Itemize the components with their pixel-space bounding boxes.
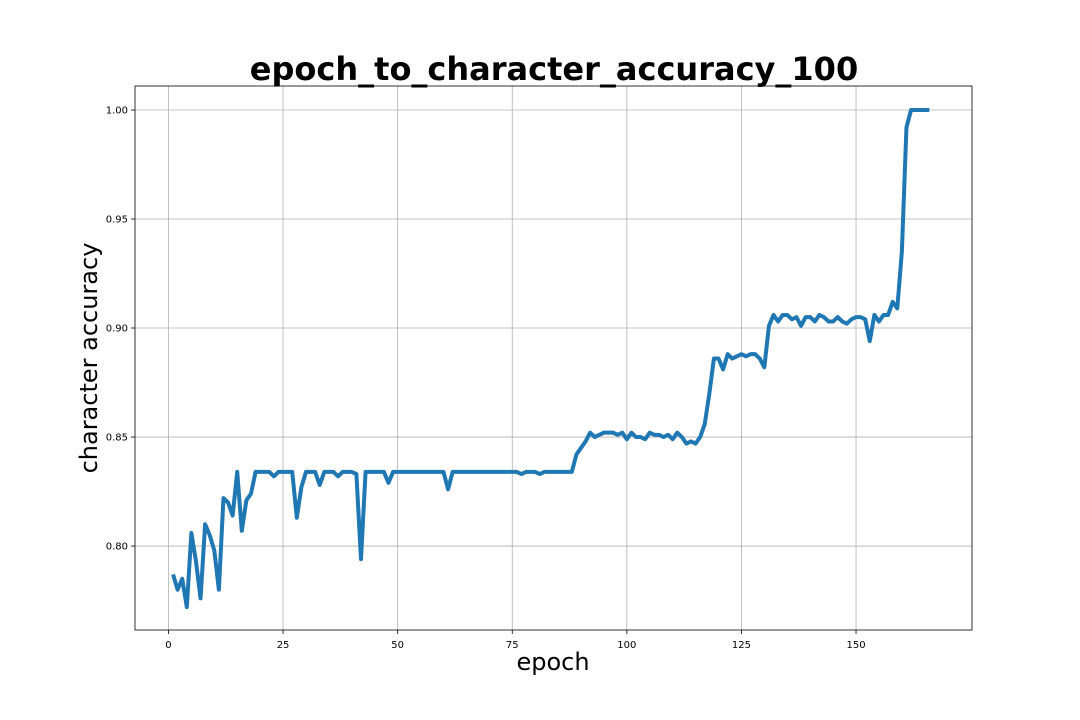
grid [135, 86, 972, 630]
axis-ticks: 0 25 50 75 100 125 150 0.80 0.85 0.90 0.95 1.00 [106, 105, 866, 651]
y-tick-label: 0.90 [106, 324, 128, 335]
x-tick-label: 150 [846, 640, 865, 651]
y-tick-label: 0.80 [106, 542, 128, 553]
y-tick-label: 0.95 [106, 215, 128, 226]
x-tick-label: 0 [165, 640, 171, 651]
y-axis-label: character accuracy [75, 243, 103, 474]
x-axis-label: epoch [516, 648, 589, 676]
x-tick-label: 75 [506, 640, 519, 651]
x-tick-label: 50 [391, 640, 404, 651]
chart-title: epoch_to_character_accuracy_100 [250, 50, 858, 88]
x-tick-label: 125 [732, 640, 751, 651]
x-tick-label: 25 [277, 640, 290, 651]
y-tick-label: 0.85 [106, 433, 128, 444]
series-line-0 [171, 107, 930, 610]
series-layer [171, 107, 930, 610]
x-tick-label: 100 [617, 640, 636, 651]
plot-frame [134, 85, 973, 631]
y-tick-label: 1.00 [106, 105, 128, 116]
